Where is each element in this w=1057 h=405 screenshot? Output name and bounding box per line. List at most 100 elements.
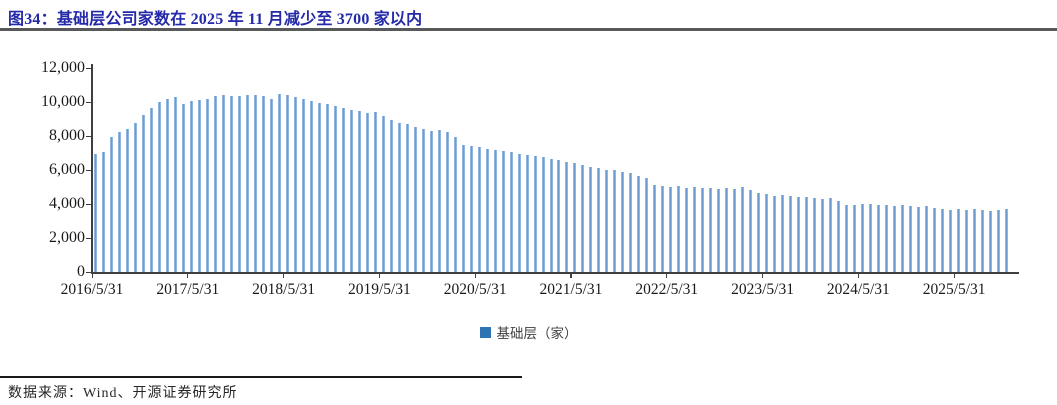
- x-tick-label: 2018/5/31: [252, 281, 316, 298]
- bar: [445, 132, 449, 272]
- bar: [325, 103, 329, 272]
- bar: [964, 209, 968, 272]
- bar: [190, 100, 194, 272]
- bar: [796, 197, 800, 272]
- bar: [373, 111, 377, 272]
- bar: [804, 197, 808, 272]
- bar: [453, 137, 457, 272]
- bar: [397, 123, 401, 272]
- bar: [653, 184, 657, 272]
- bar: [988, 210, 992, 272]
- bar: [302, 99, 306, 272]
- bar: [701, 187, 705, 272]
- x-tick: [283, 272, 285, 278]
- bar: [389, 120, 393, 272]
- bar: [214, 96, 218, 272]
- bar: [836, 201, 840, 272]
- bar: [461, 145, 465, 272]
- bar: [621, 171, 625, 272]
- bar: [357, 110, 361, 272]
- bar: [900, 205, 904, 272]
- x-tick-label: 2020/5/31: [443, 281, 507, 298]
- bar: [246, 95, 250, 272]
- bar: [278, 94, 282, 272]
- figure-title: 图34：基础层公司家数在 2025 年 11 月减少至 3700 家以内: [8, 11, 423, 28]
- bar: [429, 130, 433, 272]
- bar: [206, 98, 210, 272]
- x-tick-label: 2024/5/31: [826, 281, 890, 298]
- bar: [908, 206, 912, 272]
- bar: [725, 188, 729, 272]
- bar: [102, 152, 106, 272]
- bar: [222, 95, 226, 272]
- x-axis-line: [91, 272, 1019, 274]
- bar: [485, 148, 489, 272]
- legend-label: 基础层（家）: [496, 326, 578, 341]
- x-tick-label: 2016/5/31: [60, 281, 124, 298]
- y-tick: [86, 169, 91, 171]
- bar: [94, 154, 98, 272]
- x-tick-label: 2021/5/31: [539, 281, 603, 298]
- bar: [980, 209, 984, 272]
- bar: [110, 136, 114, 272]
- bar: [477, 147, 481, 272]
- bar: [310, 100, 314, 272]
- x-tick: [474, 272, 476, 278]
- bar: [788, 196, 792, 272]
- legend-swatch-icon: [479, 326, 491, 338]
- bar: [733, 189, 737, 272]
- bar: [150, 107, 154, 272]
- bar: [852, 204, 856, 272]
- y-tick: [86, 67, 91, 69]
- bar: [413, 126, 417, 272]
- x-tick: [762, 272, 764, 278]
- bar: [270, 99, 274, 272]
- bar: [509, 152, 513, 272]
- bar: [940, 209, 944, 272]
- bar: [405, 124, 409, 272]
- bar: [876, 204, 880, 272]
- x-tick: [187, 272, 189, 278]
- bar: [892, 206, 896, 272]
- x-tick: [857, 272, 860, 278]
- bar: [493, 149, 497, 272]
- bar: [198, 100, 202, 272]
- bar: [541, 157, 545, 272]
- bar: [956, 209, 960, 272]
- y-tick: [86, 101, 91, 103]
- bar: [318, 102, 321, 272]
- bar: [565, 161, 569, 272]
- bar: [972, 209, 976, 272]
- x-tick: [666, 272, 668, 278]
- bar: [749, 189, 753, 272]
- bar: [166, 98, 170, 272]
- y-tick: [86, 203, 91, 205]
- bar: [828, 198, 832, 272]
- bar: [525, 155, 529, 272]
- x-tick: [378, 272, 381, 278]
- bar: [948, 209, 952, 272]
- bar: [182, 103, 186, 272]
- bar: [1004, 209, 1008, 272]
- chart-legend: 基础层（家）: [0, 322, 1057, 342]
- y-tick: [86, 135, 91, 137]
- bar: [230, 95, 234, 272]
- bar: [142, 115, 146, 272]
- bar: [844, 205, 848, 272]
- bar: [629, 173, 633, 272]
- bar: [685, 188, 689, 272]
- bar: [597, 167, 601, 272]
- bar: [437, 130, 441, 272]
- bar: [812, 198, 816, 272]
- bar: [932, 208, 936, 272]
- bar: [757, 192, 761, 272]
- bar: [693, 187, 697, 272]
- x-tick-label: 2022/5/31: [635, 281, 699, 298]
- bar: [262, 95, 266, 272]
- bar: [645, 177, 649, 272]
- bar: [501, 151, 505, 272]
- bar: [381, 115, 385, 272]
- bar: [238, 95, 242, 272]
- bar: [677, 185, 681, 272]
